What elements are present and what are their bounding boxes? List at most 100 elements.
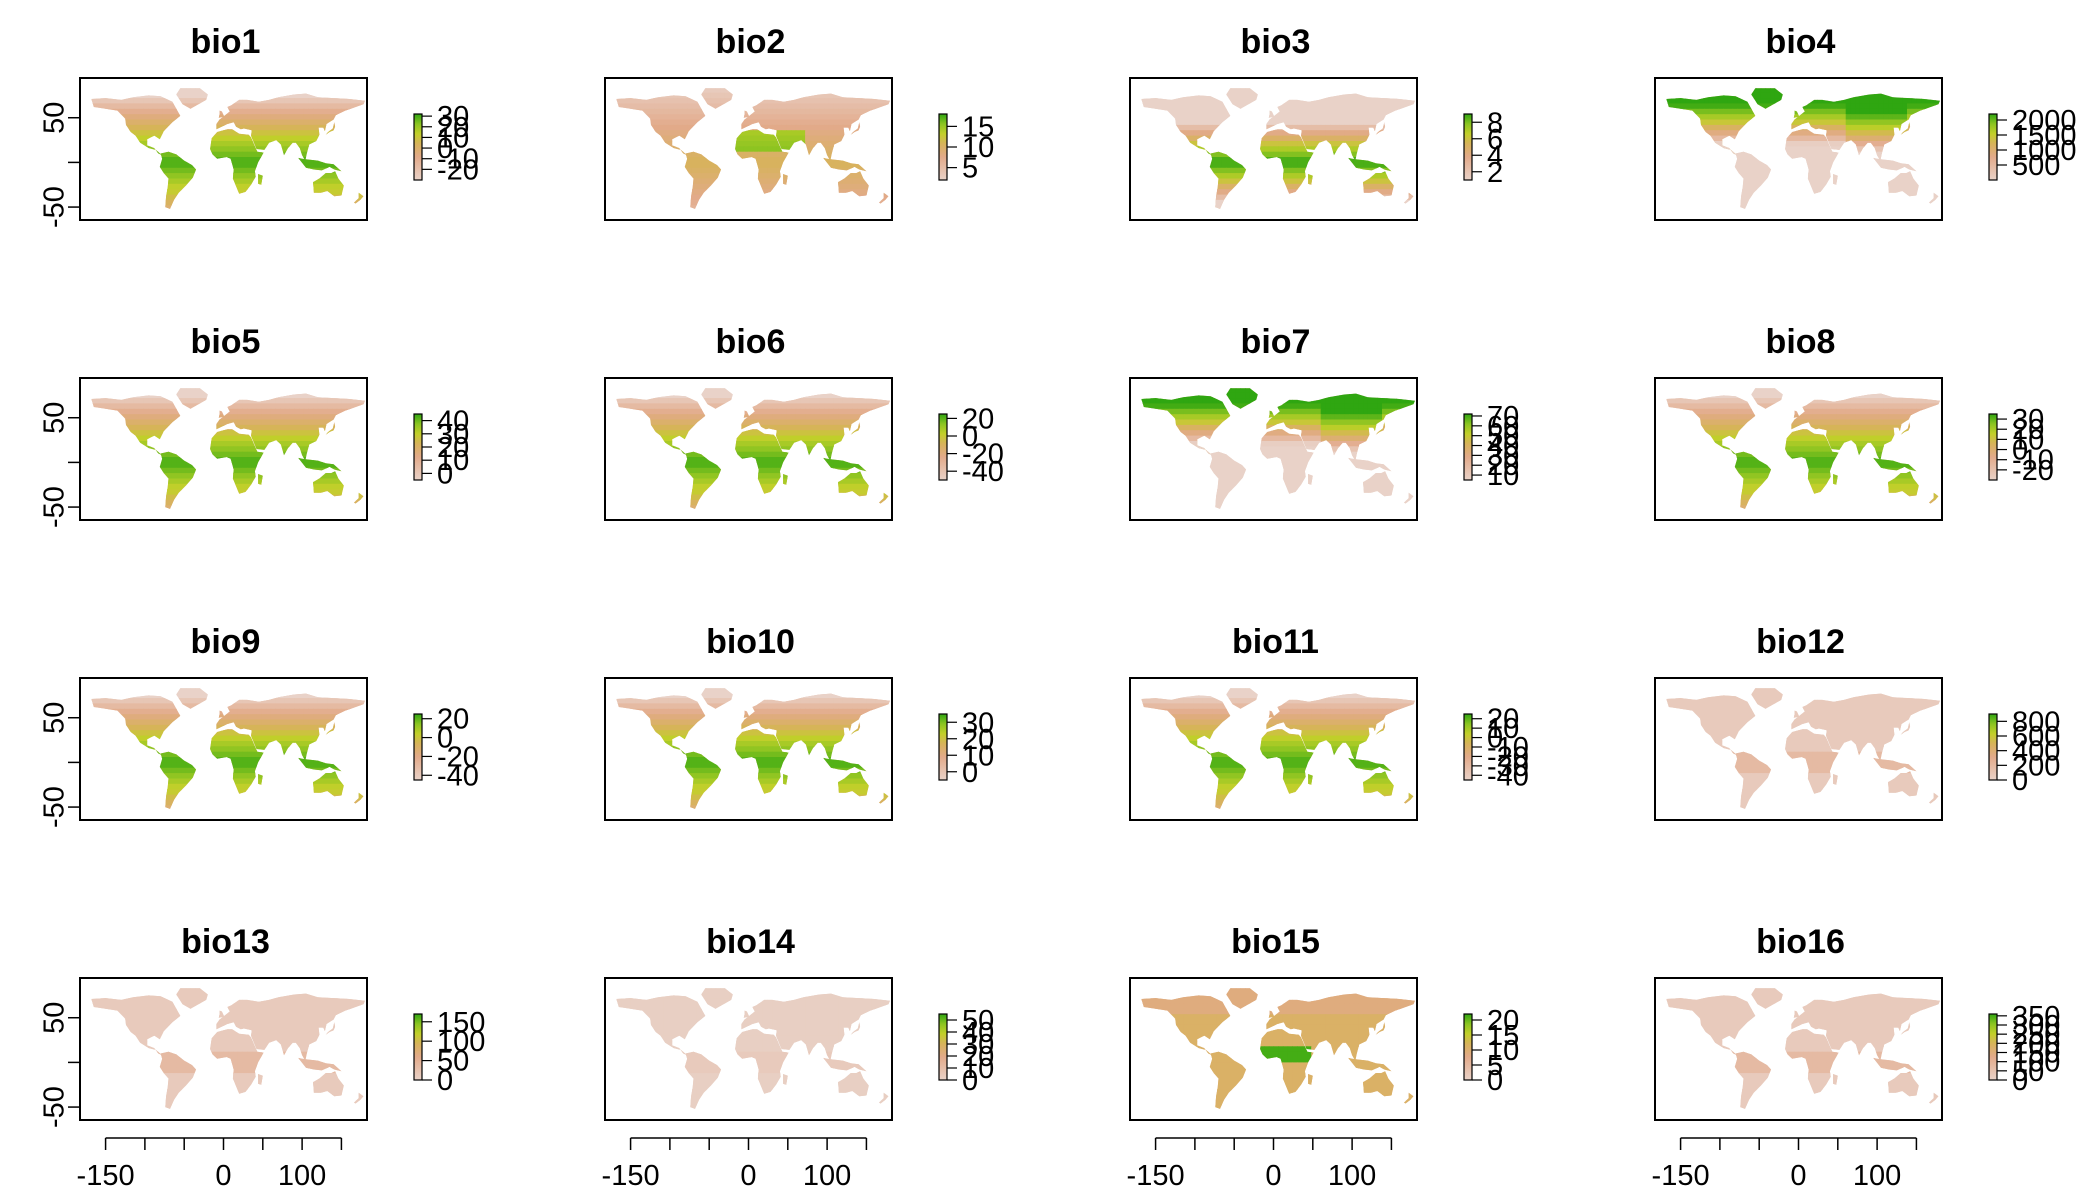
legend-tick-label: 0 <box>2012 435 2028 467</box>
map-raster <box>91 388 365 509</box>
raster-cells <box>1666 88 1940 209</box>
legend-tick-label: 50 <box>2012 1056 2044 1088</box>
panel-title: bio4 <box>1766 23 1836 61</box>
legend-tick-label: 4 <box>1487 140 1503 172</box>
legend-tick-label: 0 <box>2012 765 2028 797</box>
map-raster <box>1666 688 1940 809</box>
legend-tick-label: 20 <box>437 432 469 464</box>
legend-tick-label: 8 <box>1487 107 1503 139</box>
plot-frame <box>604 77 893 221</box>
legend-tick-label: -10 <box>437 144 479 176</box>
panel-title: bio2 <box>716 23 786 61</box>
legend-tick-label: 10 <box>437 445 469 477</box>
plot-frame <box>1129 77 1418 221</box>
legend-tick-label: 0 <box>437 133 453 165</box>
legend-gradient <box>1463 713 1473 781</box>
plot-frame <box>1129 977 1418 1121</box>
raster-cells <box>1141 388 1415 509</box>
legend-tick-label: 0 <box>437 723 453 755</box>
panel-title: bio11 <box>1232 623 1319 661</box>
legend-colorbar: 200-20-40 <box>413 704 479 792</box>
raster-cells <box>1666 988 1940 1109</box>
x-axis: -150 0 100 <box>1652 1137 1918 1192</box>
legend-tick-label: 15 <box>962 111 994 143</box>
x-tick-label: 100 <box>1853 1160 1901 1192</box>
legend-tick-label: 50 <box>962 1005 994 1037</box>
x-tick-label: 100 <box>278 1160 326 1192</box>
legend-gradient <box>1463 1013 1473 1081</box>
legend-tick-label: 800 <box>2012 706 2060 738</box>
legend-tick-label: 2000 <box>2012 105 2077 137</box>
legend-gradient <box>1463 113 1473 181</box>
y-axis: 50 -50 <box>39 102 80 228</box>
legend-tick-label: 20 <box>962 403 994 435</box>
legend-gradient <box>1988 1013 1998 1081</box>
legend-gradient <box>413 713 423 781</box>
legend-tick-label: 30 <box>437 419 469 451</box>
legend-gradient <box>1988 713 1998 781</box>
map-raster <box>616 988 890 1109</box>
legend-tick-label: 2 <box>1487 157 1503 189</box>
raster-cells <box>616 988 890 1109</box>
plot-frame <box>1654 977 1943 1121</box>
plot-frame <box>1129 377 1418 521</box>
panel-title: bio15 <box>1231 923 1320 961</box>
legend-tick-label: -20 <box>1487 741 1529 773</box>
legend-tick-label: 20 <box>2012 414 2044 446</box>
legend-tick-label: 10 <box>962 740 994 772</box>
panel-title: bio13 <box>181 923 270 961</box>
legend-tick-label: 10 <box>1487 713 1519 745</box>
legend-tick-label: 70 <box>1487 401 1519 433</box>
x-tick-label: 0 <box>215 1160 231 1192</box>
raster-cells <box>1141 988 1415 1109</box>
y-axis: 50 -50 <box>39 702 80 828</box>
raster-cells <box>91 88 365 209</box>
plot-frame <box>604 377 893 521</box>
raster-cells <box>91 688 365 809</box>
panel-title: bio12 <box>1756 623 1845 661</box>
y-tick-label: -50 <box>39 486 71 528</box>
legend-tick-label: 30 <box>1487 440 1519 472</box>
legend-tick-label: 20 <box>1487 704 1519 736</box>
map-raster <box>1666 988 1940 1109</box>
map-raster <box>91 988 365 1109</box>
map-raster <box>91 688 365 809</box>
y-tick-label: -50 <box>39 786 71 828</box>
panel-title: bio7 <box>1241 323 1311 361</box>
legend-tick-label: 0 <box>437 458 453 490</box>
legend-tick-label: 500 <box>2012 150 2060 182</box>
raster-cells <box>1141 688 1415 809</box>
legend-tick-label: 20 <box>962 1041 994 1073</box>
legend-gradient <box>1463 413 1473 481</box>
raster-cells <box>616 688 890 809</box>
raster-cells <box>616 88 890 209</box>
x-tick-label: 0 <box>1265 1160 1281 1192</box>
plot-frame <box>604 977 893 1121</box>
panel-title: bio6 <box>716 323 786 361</box>
legend-tick-label: 10 <box>2012 424 2044 456</box>
legend-tick-label: 10 <box>1487 1035 1519 1067</box>
legend-tick-label: 40 <box>1487 431 1519 463</box>
plot-frame <box>79 377 368 521</box>
panel-title: bio5 <box>191 323 261 361</box>
legend-tick-label: 0 <box>1487 1065 1503 1097</box>
x-tick-label: 0 <box>740 1160 756 1192</box>
map-raster <box>1141 688 1415 809</box>
legend-tick-label: 10 <box>962 1053 994 1085</box>
raster-cells <box>1666 688 1940 809</box>
legend-tick-label: 200 <box>2012 1028 2060 1060</box>
legend-tick-label: -10 <box>2012 445 2054 477</box>
legend-gradient <box>413 413 423 481</box>
panel-grid: bio150-503020100-10-20bio215105bio38642b… <box>39 23 2077 1192</box>
plot-frame <box>604 677 893 821</box>
